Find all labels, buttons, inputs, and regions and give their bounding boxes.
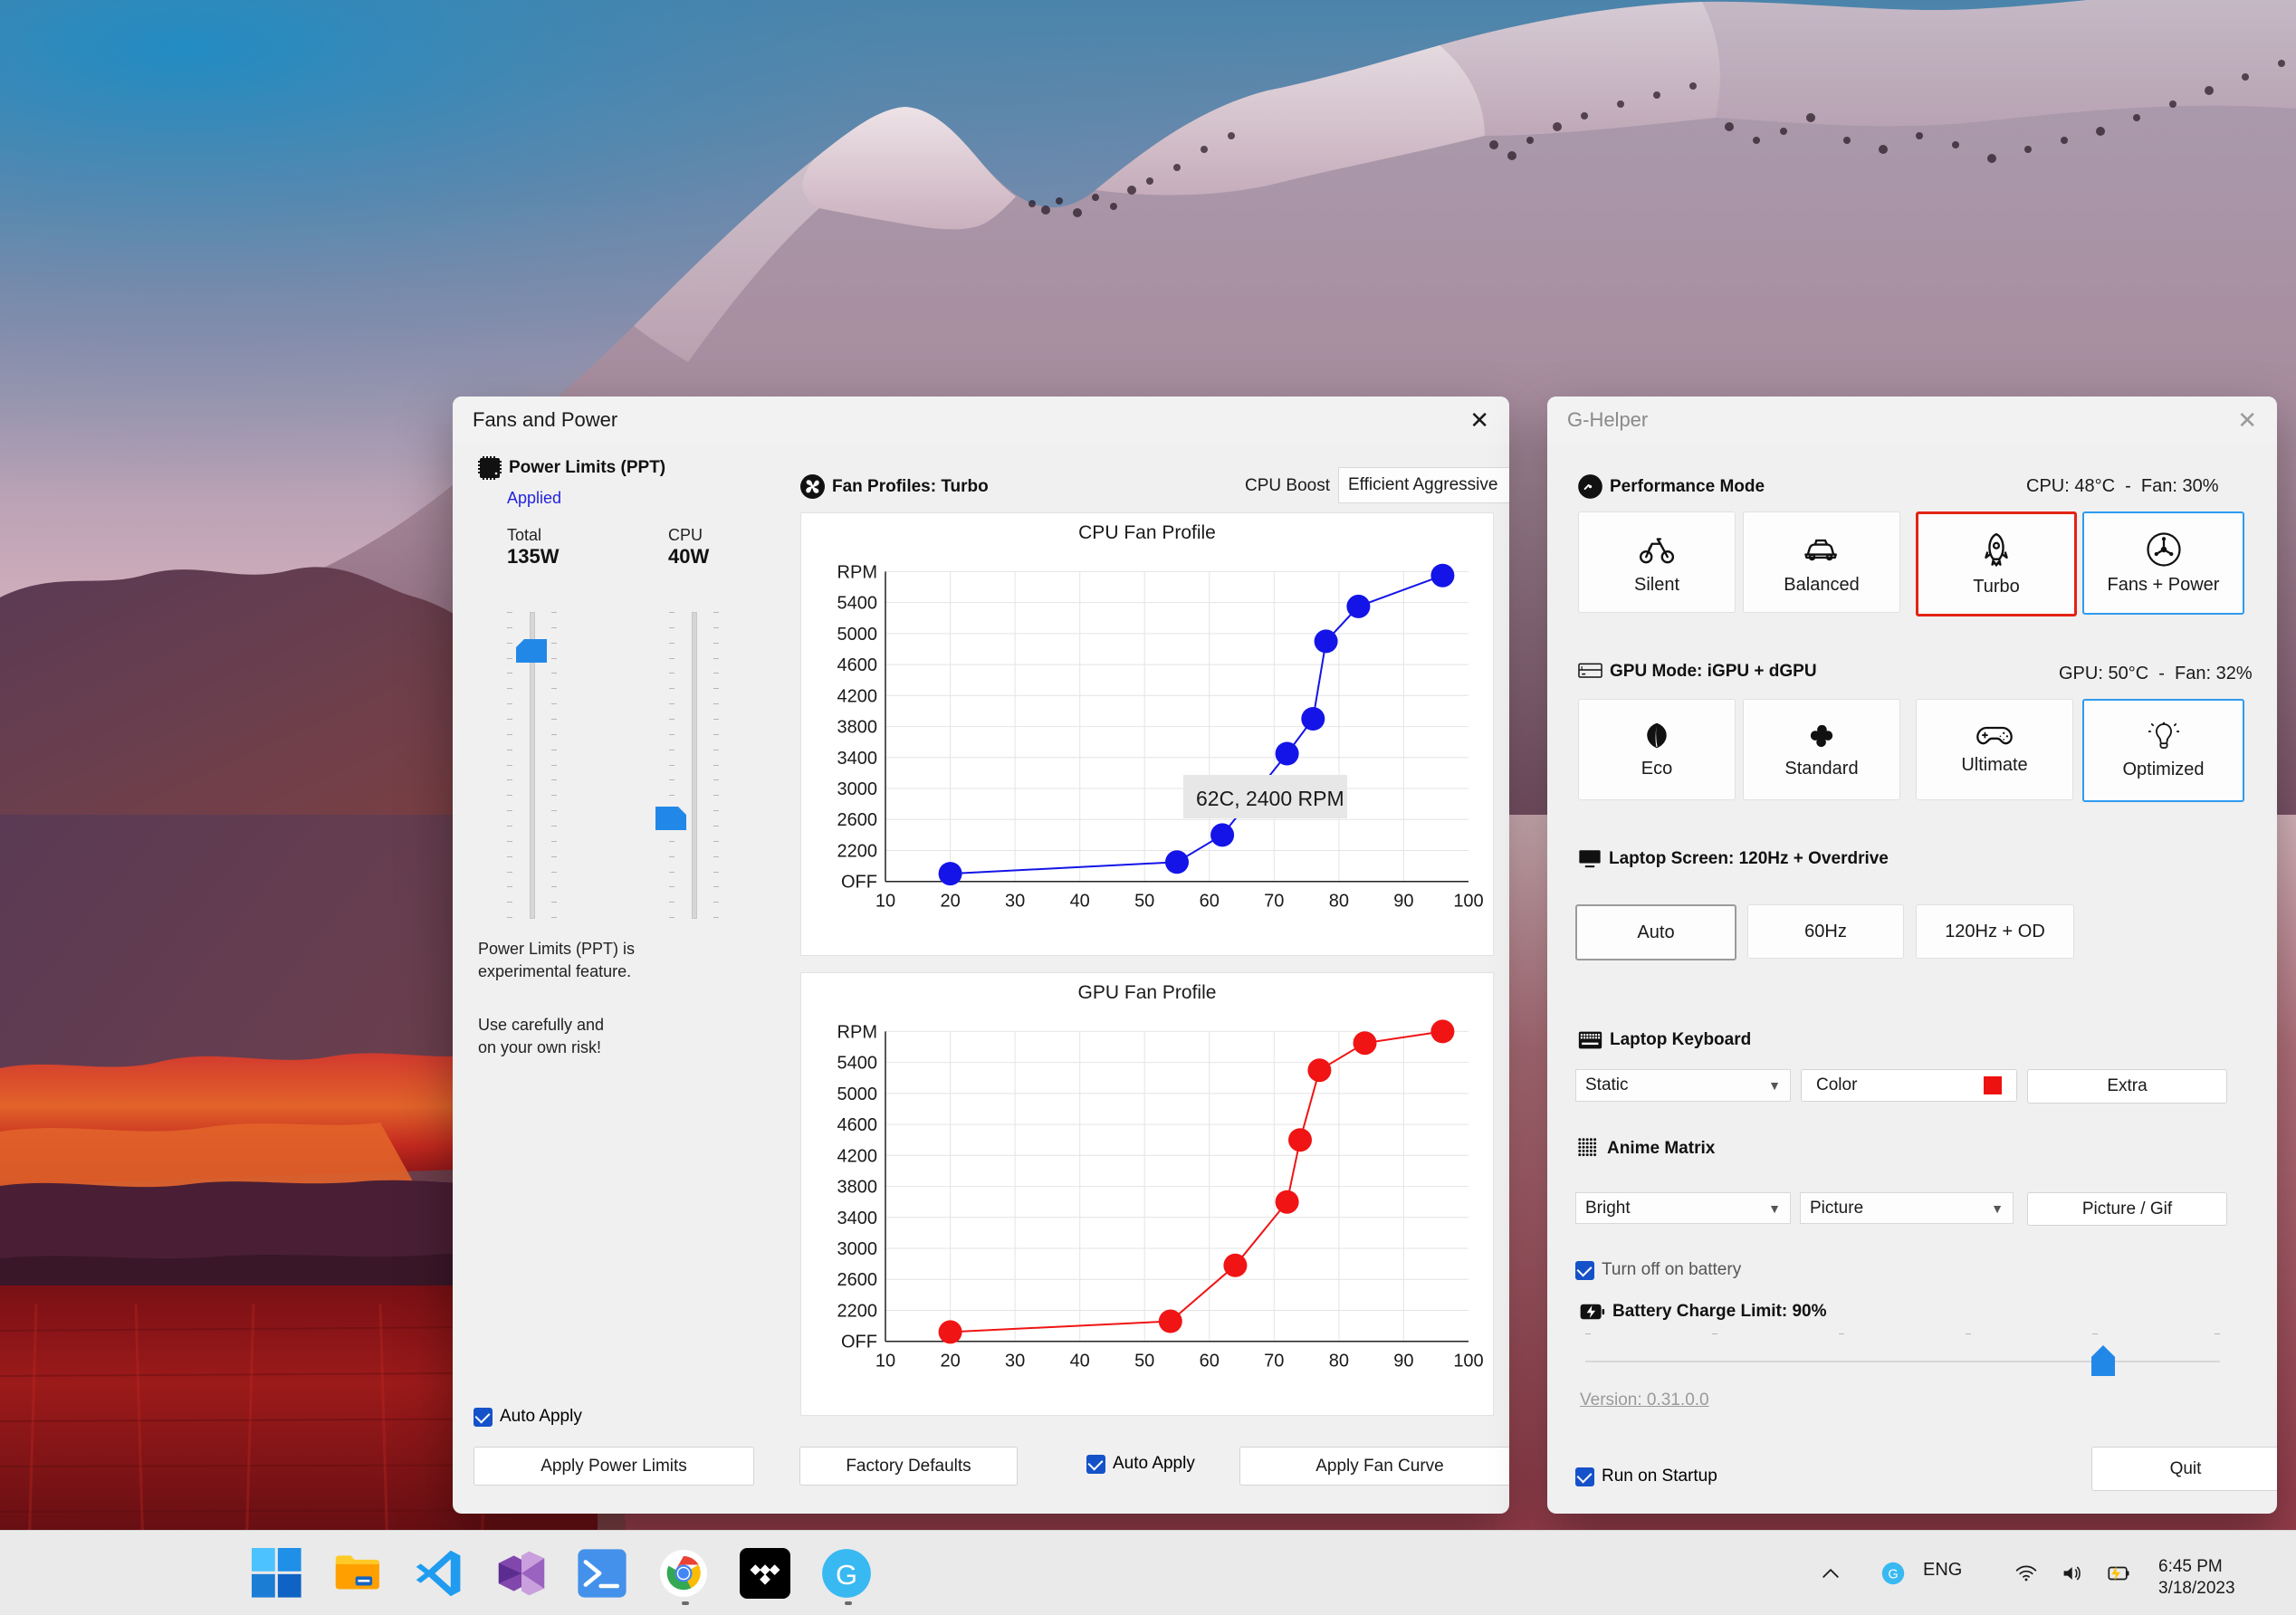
- svg-text:80: 80: [1329, 1352, 1349, 1371]
- svg-text:OFF: OFF: [841, 1333, 877, 1352]
- svg-text:GPU Fan Profile: GPU Fan Profile: [1078, 982, 1217, 1003]
- svg-text:10: 10: [875, 1352, 895, 1371]
- svg-text:2200: 2200: [837, 1302, 878, 1322]
- svg-text:90: 90: [1393, 892, 1413, 912]
- svg-text:50: 50: [1134, 1352, 1154, 1371]
- svg-text:60: 60: [1200, 892, 1220, 912]
- svg-text:RPM: RPM: [837, 1022, 877, 1042]
- svg-text:OFF: OFF: [841, 873, 877, 893]
- svg-text:40: 40: [1070, 892, 1090, 912]
- svg-text:CPU Fan Profile: CPU Fan Profile: [1078, 522, 1216, 543]
- svg-text:80: 80: [1329, 892, 1349, 912]
- svg-text:5400: 5400: [837, 594, 878, 614]
- svg-text:RPM: RPM: [837, 562, 877, 582]
- svg-text:60: 60: [1200, 1352, 1220, 1371]
- svg-text:3400: 3400: [837, 1209, 878, 1228]
- svg-text:10: 10: [875, 892, 895, 912]
- svg-text:3800: 3800: [837, 718, 878, 738]
- svg-text:2600: 2600: [837, 810, 878, 830]
- svg-text:4200: 4200: [837, 686, 878, 706]
- svg-text:62C, 2400 RPM: 62C, 2400 RPM: [1196, 787, 1344, 810]
- svg-text:40: 40: [1070, 1352, 1090, 1371]
- svg-text:5000: 5000: [837, 1085, 878, 1104]
- svg-text:20: 20: [940, 1352, 960, 1371]
- svg-text:5400: 5400: [837, 1054, 878, 1074]
- svg-text:3400: 3400: [837, 749, 878, 769]
- svg-text:100: 100: [1453, 892, 1483, 912]
- svg-text:20: 20: [940, 892, 960, 912]
- svg-text:90: 90: [1393, 1352, 1413, 1371]
- svg-text:30: 30: [1005, 892, 1025, 912]
- svg-text:5000: 5000: [837, 625, 878, 645]
- svg-text:4600: 4600: [837, 655, 878, 675]
- svg-text:4200: 4200: [837, 1146, 878, 1166]
- svg-text:3800: 3800: [837, 1178, 878, 1198]
- svg-text:4600: 4600: [837, 1115, 878, 1135]
- svg-text:30: 30: [1005, 1352, 1025, 1371]
- svg-text:70: 70: [1264, 892, 1284, 912]
- svg-text:3000: 3000: [837, 779, 878, 799]
- svg-text:100: 100: [1453, 1352, 1483, 1371]
- svg-text:G: G: [1888, 1568, 1898, 1582]
- svg-text:70: 70: [1264, 1352, 1284, 1371]
- svg-text:50: 50: [1134, 892, 1154, 912]
- svg-text:3000: 3000: [837, 1239, 878, 1259]
- svg-text:2600: 2600: [837, 1270, 878, 1290]
- svg-text:2200: 2200: [837, 842, 878, 862]
- svg-text:G: G: [836, 1559, 857, 1591]
